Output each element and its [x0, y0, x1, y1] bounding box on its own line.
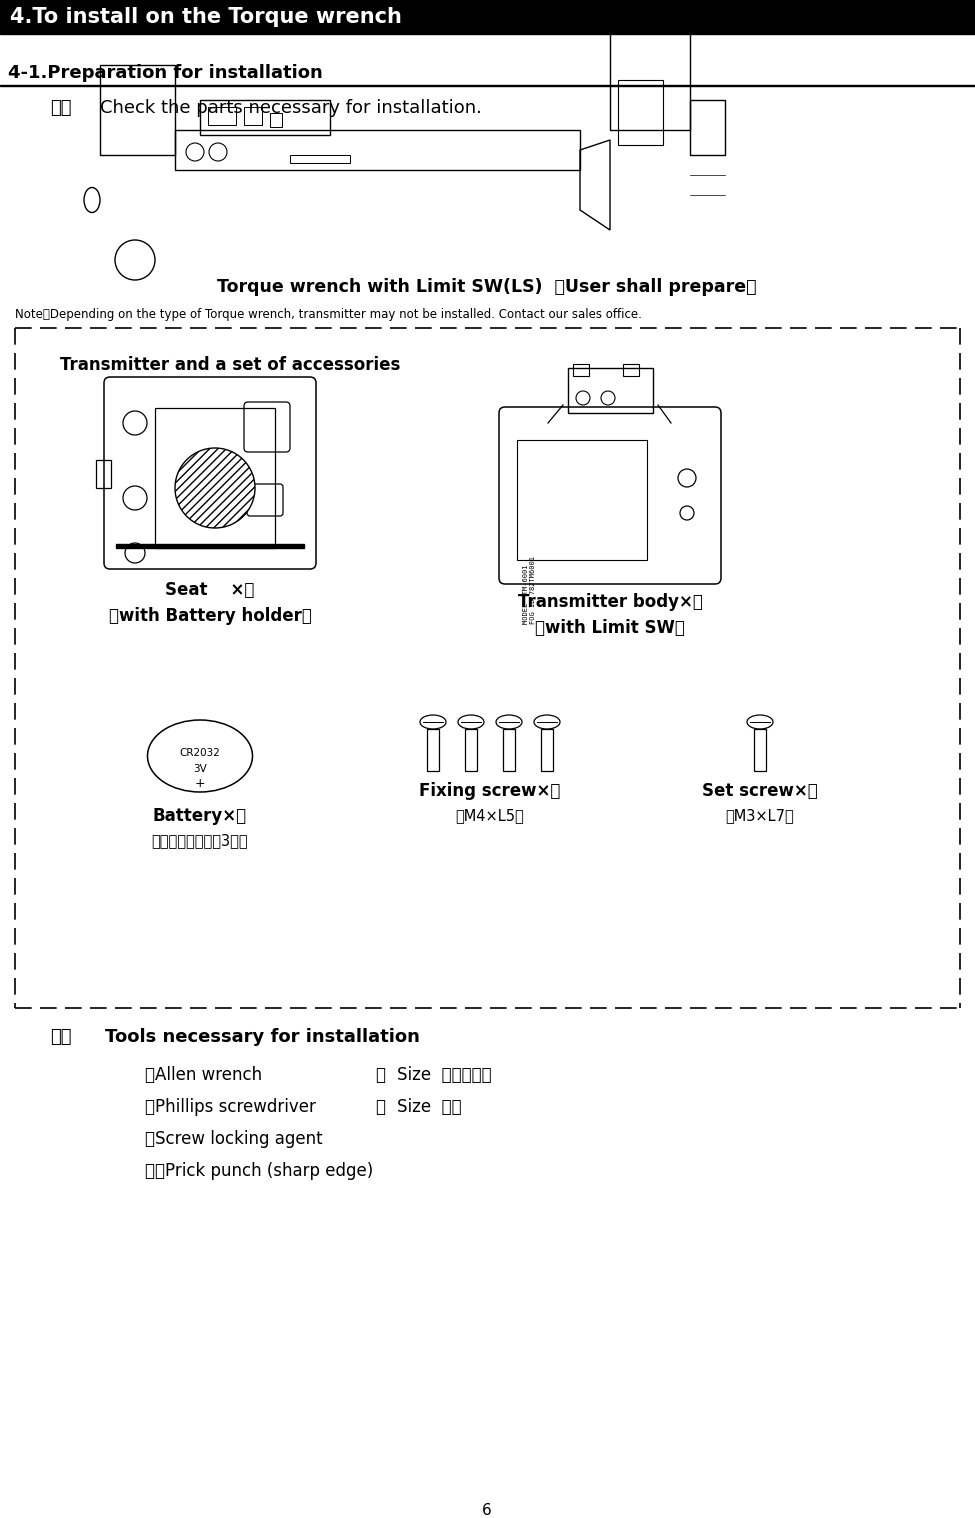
Bar	[573, 364, 589, 376]
Bar	[200, 100, 330, 135]
Text: （M4×L5）: （M4×L5）	[455, 808, 525, 823]
Text: MODEL  TM-6001
FOG ID 782TM6001: MODEL TM-6001 FOG ID 782TM6001	[523, 556, 536, 624]
Ellipse shape	[458, 715, 484, 729]
Text: Tools necessary for installation: Tools necessary for installation	[105, 1028, 420, 1046]
Text: Battery×１: Battery×１	[153, 808, 247, 824]
Bar	[610, 5, 690, 131]
Text: ・　Prick punch (sharp edge): ・ Prick punch (sharp edge)	[145, 1161, 373, 1179]
Text: Note）Depending on the type of Torque wrench, transmitter may not be installed. C: Note）Depending on the type of Torque wre…	[15, 308, 642, 320]
Bar	[568, 367, 653, 413]
Bar	[244, 106, 262, 124]
Text: ・Phillips screwdriver: ・Phillips screwdriver	[145, 1098, 316, 1116]
Bar	[690, 100, 725, 155]
Ellipse shape	[534, 715, 560, 729]
Bar	[116, 543, 304, 548]
Ellipse shape	[420, 715, 446, 729]
Bar	[270, 112, 282, 128]
Text: Set screw×１: Set screw×１	[702, 782, 818, 800]
Bar	[208, 106, 236, 124]
Text: ・Allen wrench: ・Allen wrench	[145, 1066, 262, 1084]
Bar	[503, 729, 515, 771]
Text: 3V: 3V	[193, 764, 207, 774]
Bar	[155, 408, 275, 548]
Text: Torque wrench with Limit SW(LS)  【User shall prepare】: Torque wrench with Limit SW(LS) 【User sh…	[217, 278, 757, 296]
Circle shape	[175, 448, 255, 528]
Text: 6: 6	[482, 1503, 491, 1518]
Text: ＣＲ２０３２　（3Ｖ）: ＣＲ２０３２ （3Ｖ）	[152, 833, 249, 849]
Text: （M3×L7）: （M3×L7）	[725, 808, 795, 823]
Text: Transmitter body×１: Transmitter body×１	[518, 594, 702, 612]
Text: +: +	[195, 777, 206, 789]
Text: 4-1.Preparation for installation: 4-1.Preparation for installation	[8, 64, 323, 82]
Text: Transmitter and a set of accessories: Transmitter and a set of accessories	[60, 357, 401, 373]
Ellipse shape	[496, 715, 522, 729]
Bar	[427, 729, 439, 771]
Text: Fixing screw×４: Fixing screw×４	[419, 782, 561, 800]
Text: Size  １．５ｍｍ: Size １．５ｍｍ	[397, 1066, 491, 1084]
Bar	[465, 729, 477, 771]
Text: 4.To install on the Torque wrench: 4.To install on the Torque wrench	[10, 8, 402, 27]
Text: ・Screw locking agent: ・Screw locking agent	[145, 1129, 323, 1148]
Bar	[541, 729, 553, 771]
Bar	[175, 131, 580, 170]
Bar	[96, 460, 111, 487]
Text: ：: ：	[375, 1098, 385, 1116]
Bar	[754, 729, 766, 771]
Text: Check the parts necessary for installation.: Check the parts necessary for installati…	[100, 99, 482, 117]
Bar	[290, 155, 350, 162]
Text: （with Battery holder）: （with Battery holder）	[108, 607, 311, 625]
Bar	[0, 0, 975, 33]
Text: Seat    ×１: Seat ×１	[166, 581, 254, 600]
Text: １）: １）	[50, 99, 71, 117]
Text: Size  ＃２: Size ＃２	[397, 1098, 461, 1116]
Bar	[623, 364, 639, 376]
Ellipse shape	[747, 715, 773, 729]
Bar	[517, 440, 647, 560]
Text: ２）: ２）	[50, 1028, 71, 1046]
Text: （with Limit SW）: （with Limit SW）	[535, 619, 684, 638]
Bar	[618, 80, 663, 146]
Text: ：: ：	[375, 1066, 385, 1084]
Bar	[100, 65, 175, 155]
Text: CR2032: CR2032	[179, 748, 220, 757]
